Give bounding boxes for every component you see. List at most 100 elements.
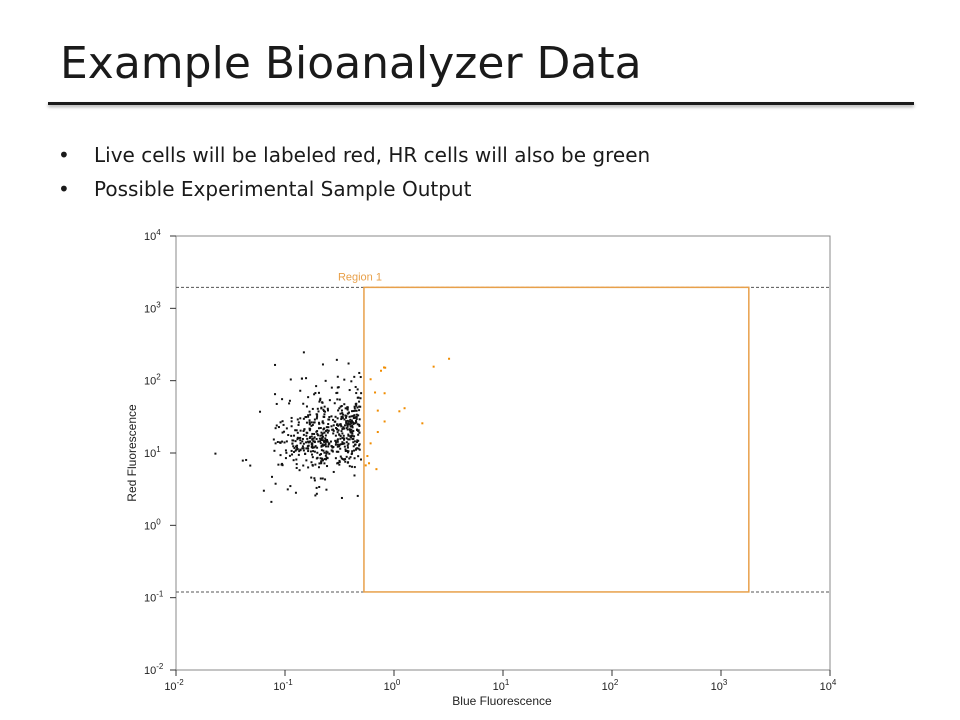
data-point-gated xyxy=(432,365,435,368)
bullet-item: • Live cells will be labeled red, HR cell… xyxy=(58,140,650,174)
data-point xyxy=(326,465,329,468)
data-point xyxy=(352,414,355,417)
data-point xyxy=(331,446,334,449)
data-point xyxy=(346,451,349,454)
data-point xyxy=(324,440,327,443)
data-point xyxy=(335,392,338,395)
data-point xyxy=(308,429,311,432)
data-point xyxy=(335,441,338,444)
data-point xyxy=(356,429,359,432)
data-point-gated xyxy=(369,378,372,381)
data-point xyxy=(326,431,329,434)
y-tick-label: 100 xyxy=(144,517,161,532)
data-point xyxy=(358,448,361,451)
data-point xyxy=(341,412,344,415)
data-point xyxy=(341,441,344,444)
data-point-gated xyxy=(383,392,386,395)
data-point xyxy=(323,462,326,465)
data-point xyxy=(311,423,314,426)
data-point xyxy=(344,407,347,410)
data-point xyxy=(350,419,353,422)
data-point-gated xyxy=(384,366,387,369)
data-point xyxy=(281,420,284,423)
data-point xyxy=(326,407,329,410)
data-point xyxy=(355,392,358,395)
data-point xyxy=(352,421,355,424)
data-point xyxy=(325,429,328,432)
data-point-gated xyxy=(398,410,401,413)
data-point xyxy=(315,430,318,433)
data-point xyxy=(299,442,302,445)
data-point xyxy=(299,436,302,439)
data-point xyxy=(312,440,315,443)
data-point xyxy=(336,438,339,441)
data-point xyxy=(336,423,339,426)
data-point xyxy=(312,450,315,453)
data-point xyxy=(337,409,340,412)
data-point xyxy=(351,434,354,437)
data-point xyxy=(319,434,322,437)
data-point xyxy=(307,447,310,450)
data-point xyxy=(312,446,315,449)
data-point xyxy=(314,392,317,395)
data-point xyxy=(348,415,351,418)
data-point xyxy=(305,434,308,437)
data-point xyxy=(334,415,337,418)
data-point xyxy=(309,450,312,453)
data-point xyxy=(331,428,334,431)
data-point xyxy=(335,450,338,453)
data-point xyxy=(347,442,350,445)
data-point xyxy=(338,445,341,448)
data-point xyxy=(301,445,304,448)
data-point xyxy=(309,440,312,443)
data-point xyxy=(288,454,291,457)
data-point xyxy=(245,458,248,461)
data-point xyxy=(345,422,348,425)
data-point xyxy=(295,448,298,451)
data-point xyxy=(345,455,348,458)
data-point xyxy=(357,455,360,458)
data-point xyxy=(345,415,348,418)
data-point xyxy=(325,445,328,448)
x-tick-label: 102 xyxy=(602,678,619,693)
data-point xyxy=(346,406,349,409)
data-point xyxy=(347,423,350,426)
data-point xyxy=(321,457,324,460)
data-point xyxy=(323,405,326,408)
data-point xyxy=(346,424,349,427)
data-point xyxy=(325,452,328,455)
data-point xyxy=(302,442,305,445)
data-point xyxy=(323,441,326,444)
x-tick-label: 10-1 xyxy=(273,678,293,693)
data-point xyxy=(336,375,339,378)
data-point xyxy=(319,397,322,400)
data-point xyxy=(352,441,355,444)
data-point xyxy=(339,423,342,426)
data-point xyxy=(290,434,293,437)
data-point xyxy=(316,415,319,418)
data-point xyxy=(342,442,345,445)
data-point xyxy=(335,427,338,430)
data-point xyxy=(322,449,325,452)
data-point xyxy=(309,436,312,439)
data-point xyxy=(319,440,322,443)
data-point xyxy=(355,418,358,421)
data-point xyxy=(321,401,324,404)
data-point xyxy=(330,415,333,418)
data-point xyxy=(351,424,354,427)
data-point xyxy=(302,464,305,467)
data-point xyxy=(358,425,361,428)
data-point xyxy=(298,450,301,453)
data-point xyxy=(307,396,310,399)
data-point xyxy=(275,402,278,405)
data-point xyxy=(323,410,326,413)
data-point xyxy=(342,413,345,416)
data-point xyxy=(307,466,310,469)
data-point xyxy=(350,428,353,431)
data-point xyxy=(340,443,343,446)
data-point xyxy=(322,408,325,411)
data-point xyxy=(309,428,312,431)
data-point xyxy=(343,403,346,406)
data-point xyxy=(318,437,321,440)
data-point xyxy=(342,434,345,437)
